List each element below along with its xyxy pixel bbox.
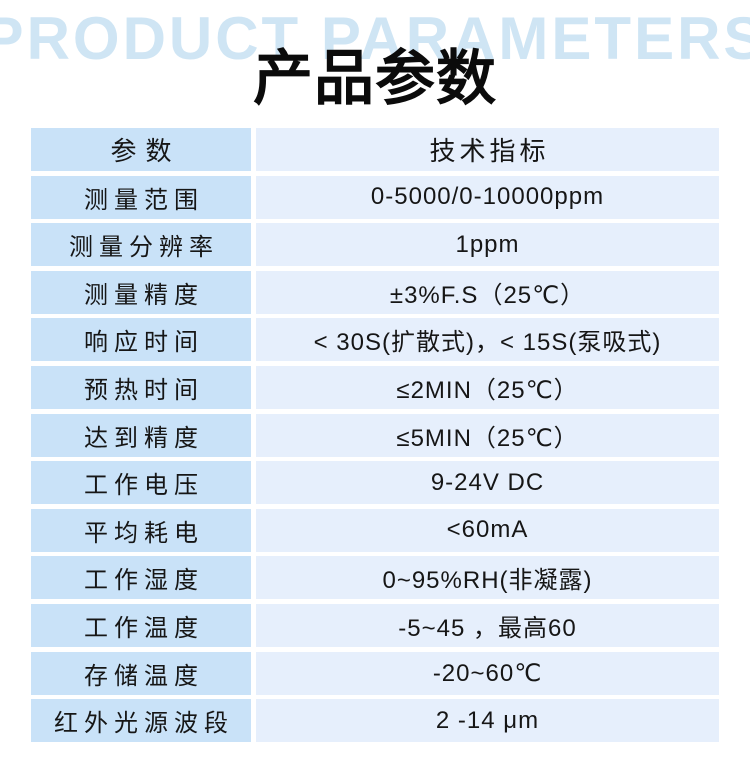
value-cell: -5~45 ，最高60 bbox=[256, 603, 719, 647]
watermark-text: PRODUCT PARAMETERS bbox=[0, 5, 750, 72]
param-cell: 工作湿度 bbox=[31, 556, 251, 600]
param-cell: 测量范围 bbox=[31, 175, 251, 219]
param-cell: 预热时间 bbox=[31, 365, 251, 409]
value-cell: 1ppm bbox=[256, 223, 719, 267]
table-row: 响应时间 < 30S(扩散式)，< 15S(泵吸式) bbox=[31, 318, 719, 362]
column-header-spec: 技术指标 bbox=[256, 128, 719, 171]
param-cell: 工作电压 bbox=[31, 461, 251, 505]
table-row: 测量范围 0-5000/0-10000ppm bbox=[31, 175, 719, 219]
param-cell: 平均耗电 bbox=[31, 508, 251, 552]
param-cell: 达到精度 bbox=[31, 413, 251, 457]
page-title: 产品参数 bbox=[253, 45, 497, 112]
param-cell: 红外光源波段 bbox=[31, 699, 251, 743]
param-cell: 响应时间 bbox=[31, 318, 251, 362]
table-row: 工作温度 -5~45 ，最高60 bbox=[31, 603, 719, 647]
param-cell: 存储温度 bbox=[31, 651, 251, 695]
table-row: 工作湿度 0~95%RH(非凝露) bbox=[31, 556, 719, 600]
value-cell: 0~95%RH(非凝露) bbox=[256, 556, 719, 600]
column-header-parameter: 参数 bbox=[31, 128, 251, 171]
table-row: 红外光源波段 2 -14 μm bbox=[31, 699, 719, 743]
value-cell: ±3%F.S（25℃） bbox=[256, 270, 719, 314]
param-cell: 测量分辨率 bbox=[31, 223, 251, 267]
value-cell: ≤2MIN（25℃） bbox=[256, 365, 719, 409]
table-row: 存储温度 -20~60℃ bbox=[31, 651, 719, 695]
value-cell: 0-5000/0-10000ppm bbox=[256, 175, 719, 219]
value-cell: < 30S(扩散式)，< 15S(泵吸式) bbox=[256, 318, 719, 362]
table-row: 测量分辨率 1ppm bbox=[31, 223, 719, 267]
table-row: 测量精度 ±3%F.S（25℃） bbox=[31, 270, 719, 314]
value-cell: <60mA bbox=[256, 508, 719, 552]
param-cell: 测量精度 bbox=[31, 270, 251, 314]
value-cell: -20~60℃ bbox=[256, 651, 719, 695]
value-cell: 9-24V DC bbox=[256, 461, 719, 505]
table-row: 达到精度 ≤5MIN（25℃） bbox=[31, 413, 719, 457]
param-cell: 工作温度 bbox=[31, 603, 251, 647]
table-header-row: 参数 技术指标 bbox=[31, 128, 719, 171]
value-cell: 2 -14 μm bbox=[256, 699, 719, 743]
table-row: 工作电压 9-24V DC bbox=[31, 461, 719, 505]
table-row: 预热时间 ≤2MIN（25℃） bbox=[31, 365, 719, 409]
value-cell: ≤5MIN（25℃） bbox=[256, 413, 719, 457]
parameters-table: 参数 技术指标 测量范围 0-5000/0-10000ppm 测量分辨率 1ppm 测量… bbox=[31, 128, 719, 747]
table-row: 平均耗电 <60mA bbox=[31, 508, 719, 552]
